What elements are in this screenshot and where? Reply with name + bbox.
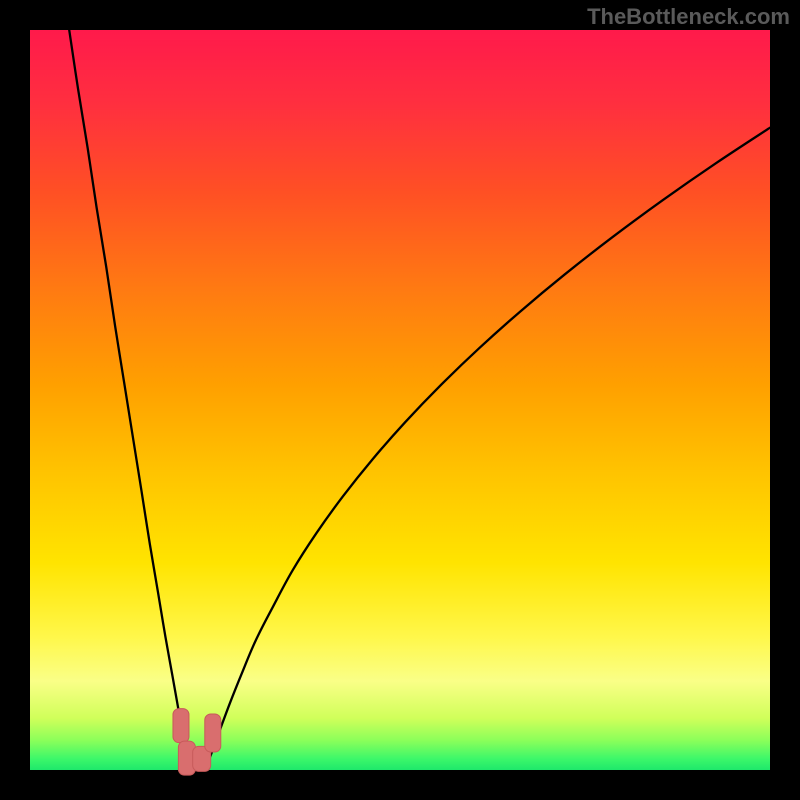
watermark-text: TheBottleneck.com	[587, 4, 790, 30]
chart-container: TheBottleneck.com	[0, 0, 800, 800]
highlight-marker-0	[173, 709, 189, 743]
bottleneck-chart	[0, 0, 800, 800]
plot-background	[30, 30, 770, 770]
highlight-marker-3	[205, 714, 221, 752]
